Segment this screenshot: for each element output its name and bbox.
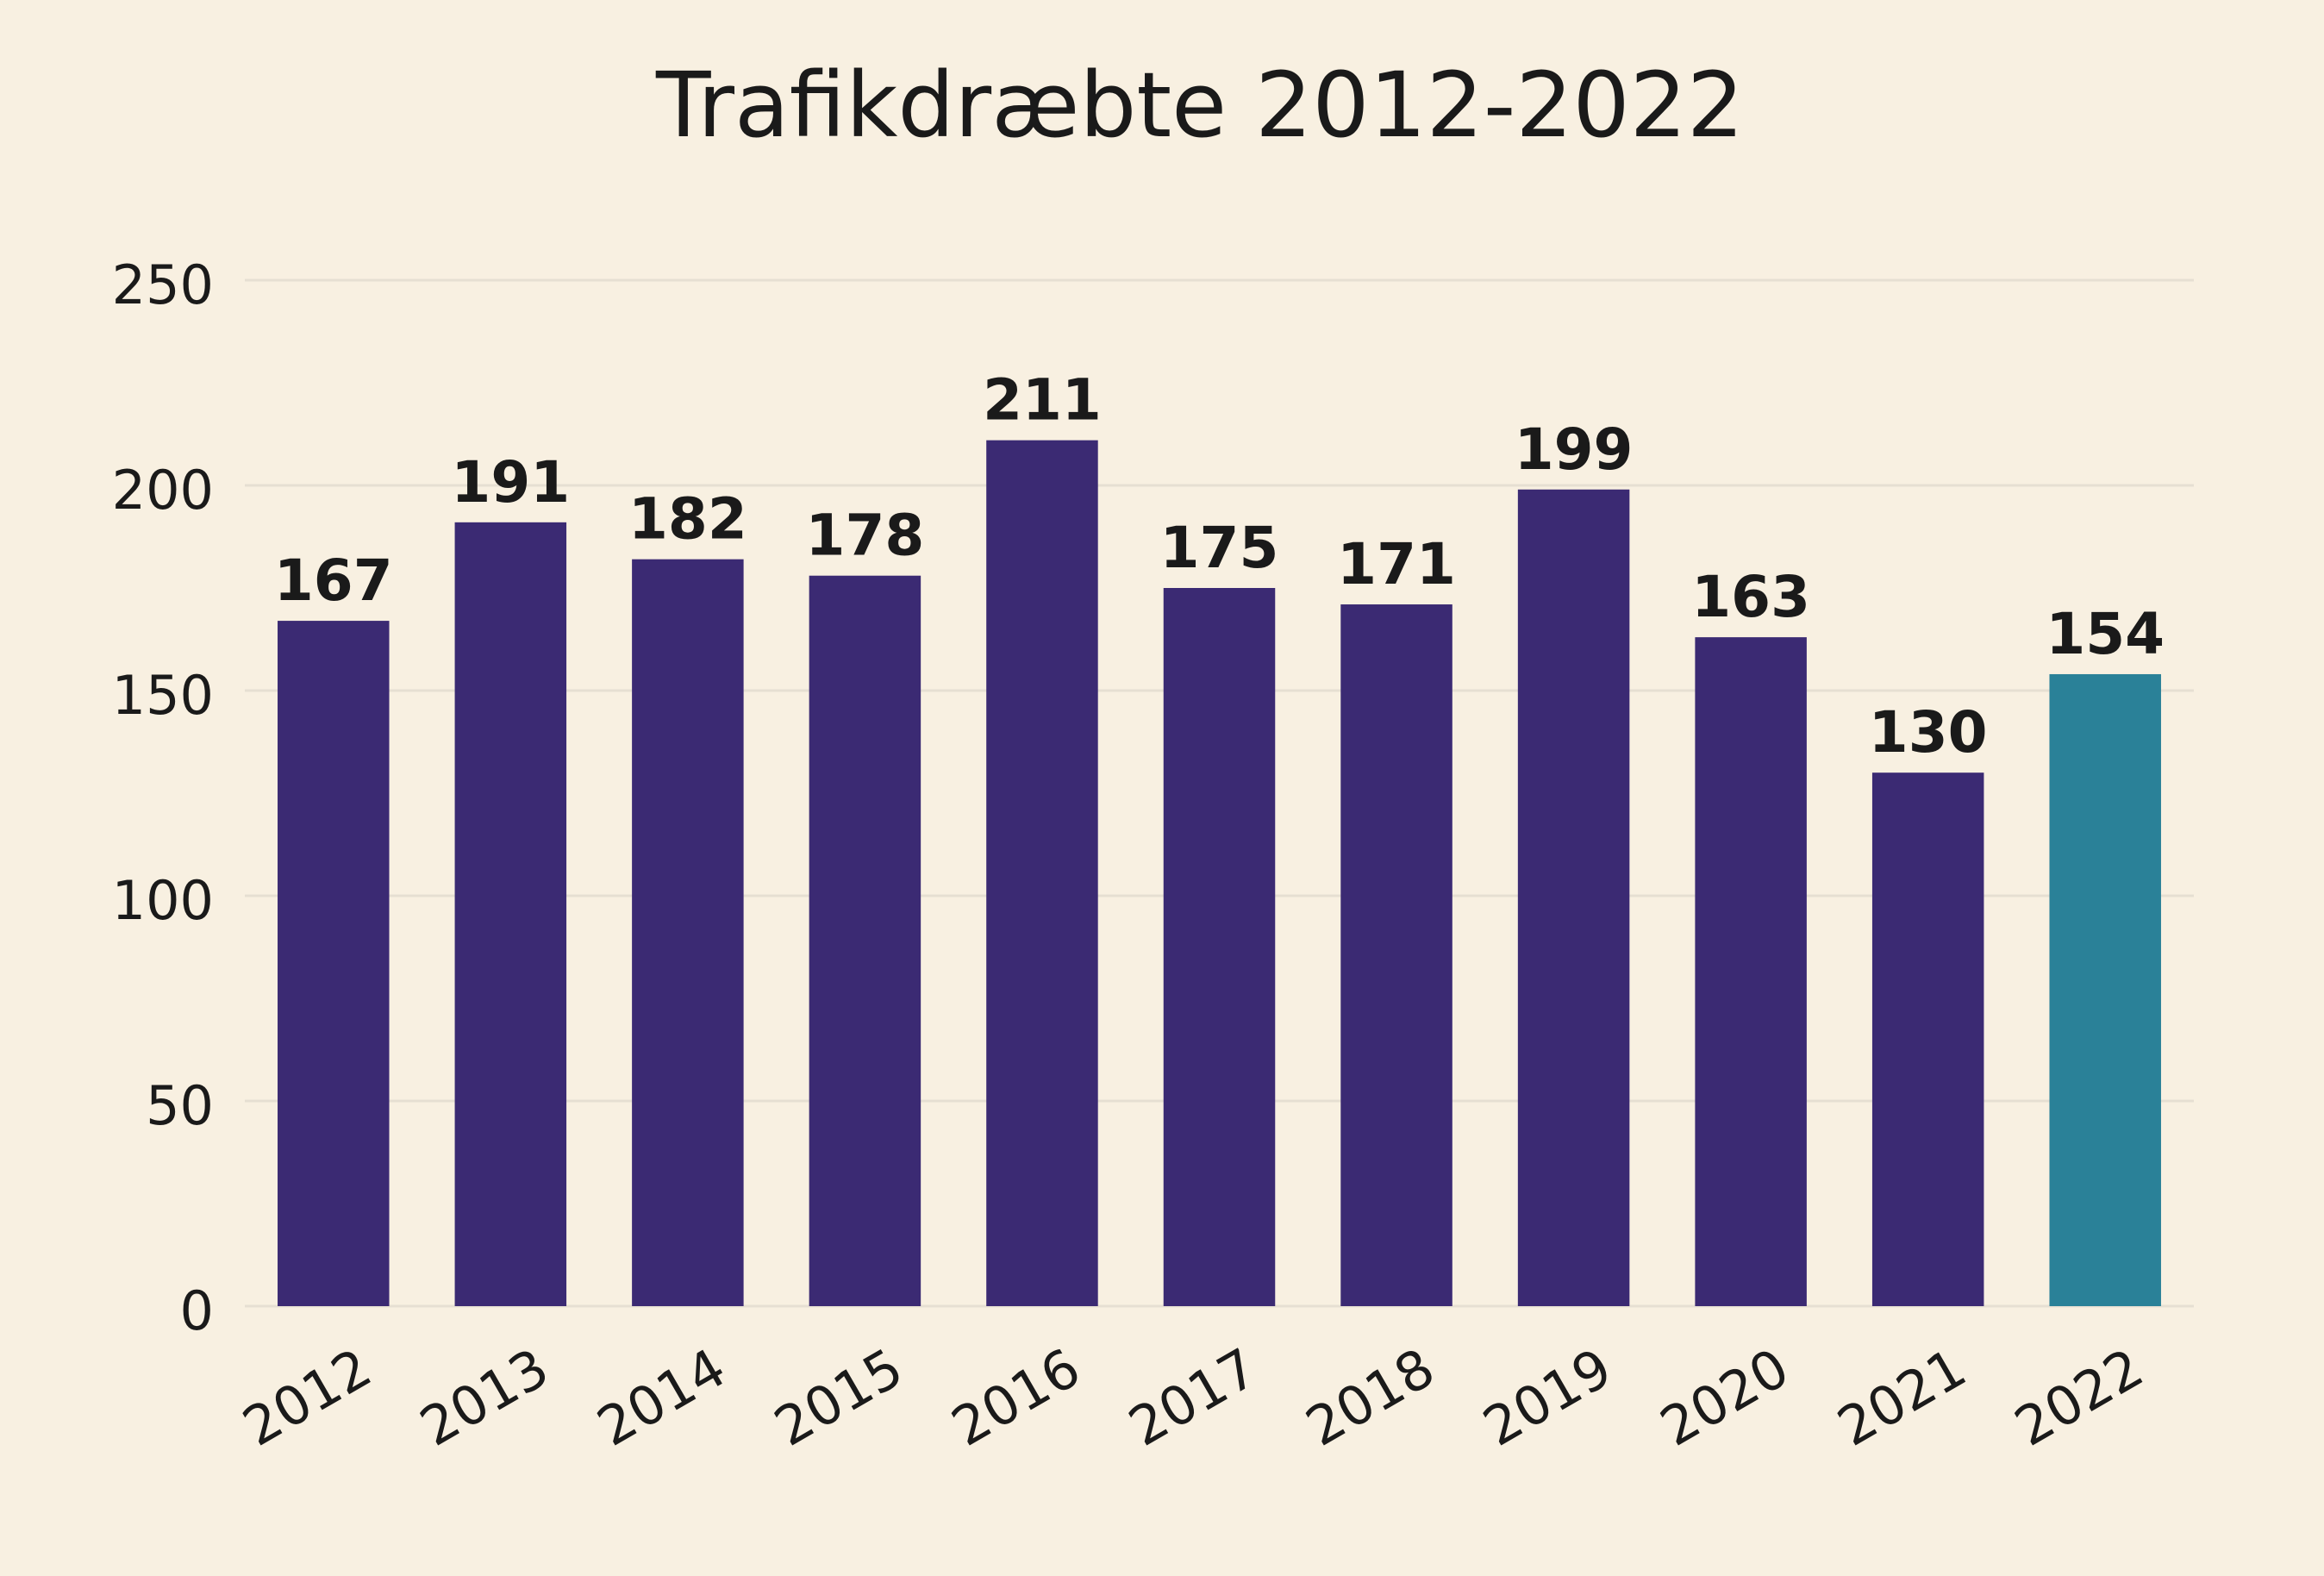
value-label: 154 xyxy=(2046,601,2165,667)
y-tick-label: 100 xyxy=(112,869,214,932)
bar xyxy=(278,621,390,1306)
bar xyxy=(1163,588,1276,1306)
bar xyxy=(1340,604,1452,1306)
bar xyxy=(986,440,1098,1306)
value-label: 175 xyxy=(1160,515,1279,581)
value-label: 191 xyxy=(451,449,570,516)
bar xyxy=(1695,637,1807,1306)
bar xyxy=(454,522,567,1306)
value-label: 130 xyxy=(1869,699,1988,766)
value-label: 182 xyxy=(628,486,747,553)
value-label: 163 xyxy=(1691,564,1810,630)
y-tick-label: 150 xyxy=(112,664,214,727)
bar xyxy=(2049,673,2161,1306)
value-label: 199 xyxy=(1515,416,1634,483)
y-tick-label: 250 xyxy=(112,253,214,316)
bar xyxy=(1871,772,1984,1306)
bar xyxy=(809,575,921,1306)
value-label: 178 xyxy=(806,503,925,569)
value-label: 211 xyxy=(983,367,1102,434)
chart-title: Trafikdræbte 2012-2022 xyxy=(655,53,1744,158)
value-label: 167 xyxy=(274,547,393,614)
y-tick-label: 50 xyxy=(146,1074,214,1137)
y-tick-label: 0 xyxy=(180,1279,214,1342)
value-label: 171 xyxy=(1337,531,1456,597)
bar xyxy=(1517,489,1630,1306)
y-tick-label: 200 xyxy=(112,459,214,522)
bar xyxy=(632,559,744,1306)
